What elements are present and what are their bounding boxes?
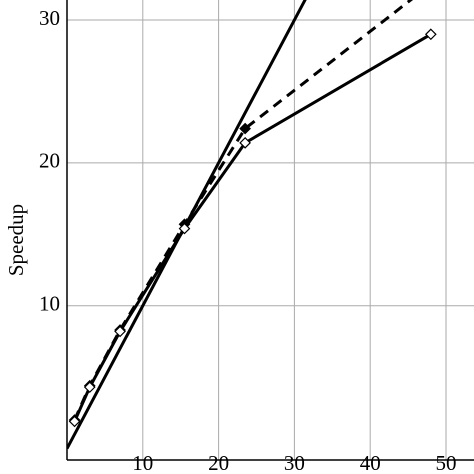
data-point — [68, 415, 81, 428]
x-tick-label: 40 — [360, 451, 381, 474]
y-axis-label: Speedup — [4, 204, 28, 276]
x-tick-label: 10 — [132, 451, 153, 474]
grid — [67, 0, 474, 460]
y-tick-label: 10 — [39, 292, 60, 316]
x-tick-label: 20 — [208, 451, 229, 474]
data-point — [114, 325, 126, 338]
series-line — [73, 0, 414, 421]
x-tick-label: 50 — [436, 451, 457, 474]
series-line — [73, 32, 432, 423]
x-tick-label: 30 — [284, 451, 305, 474]
data-point — [239, 122, 251, 135]
y-tick-label: 30 — [39, 6, 60, 30]
data-point — [424, 28, 437, 41]
data-point — [239, 137, 251, 149]
data-point — [83, 381, 96, 393]
y-tick-label: 20 — [39, 149, 60, 173]
plot-area — [67, 0, 437, 450]
data-point — [178, 222, 191, 235]
